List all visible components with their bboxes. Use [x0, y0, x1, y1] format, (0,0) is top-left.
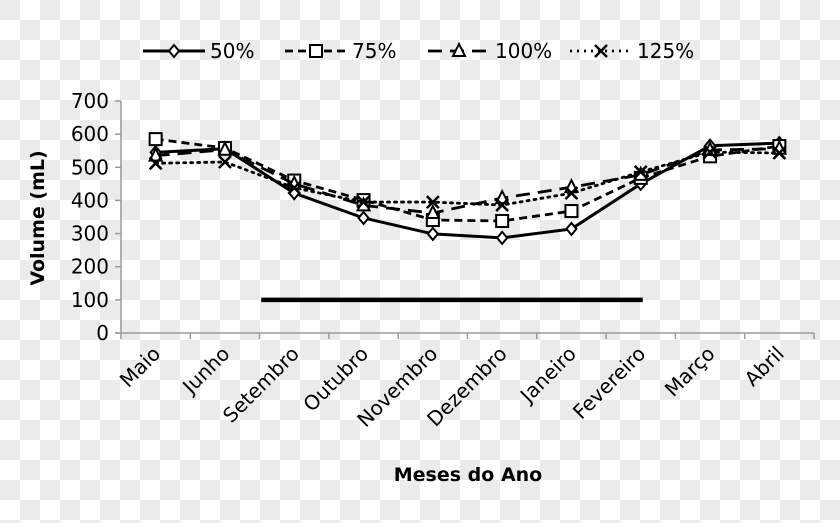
- x-tick-label: Abril: [740, 342, 789, 391]
- diamond-marker-icon: [426, 226, 440, 242]
- y-tick-label: 300: [71, 222, 109, 246]
- y-tick-label: 600: [71, 122, 109, 146]
- y-tick-label: 700: [71, 89, 109, 113]
- y-tick-label: 400: [71, 188, 109, 212]
- series-line: [155, 141, 780, 240]
- legend-item: 125%: [570, 39, 694, 63]
- x-marker-icon: [633, 165, 648, 179]
- series-75pct: [148, 132, 787, 228]
- y-tick-label: 0: [96, 321, 109, 345]
- x-marker-icon: [148, 156, 163, 171]
- series-50pct: [149, 135, 786, 246]
- diamond-marker-icon: [495, 230, 509, 246]
- x-tick-label: Junho: [176, 342, 234, 400]
- legend-item: 75%: [285, 39, 396, 63]
- legend-label: 100%: [495, 39, 552, 63]
- square-marker-icon: [148, 132, 163, 147]
- legend-square-icon: [309, 44, 323, 58]
- triangle-marker-icon: [425, 203, 441, 220]
- x-axis-title: Meses do Ano: [394, 464, 542, 486]
- x-marker-icon: [425, 195, 440, 209]
- y-axis: 0 100 200 300 400 500 600 700: [71, 89, 122, 345]
- x-tick-label: Setembro: [218, 342, 304, 428]
- legend-triangle-icon: [451, 41, 467, 57]
- legend: 50% 75% 100% 125%: [143, 39, 694, 63]
- x-marker-icon: [772, 146, 787, 160]
- x-marker-icon: [564, 186, 579, 201]
- y-tick-label: 100: [71, 288, 109, 312]
- triangle-marker-icon: [494, 188, 510, 205]
- legend-item: 50%: [143, 39, 254, 63]
- x-marker-icon: [356, 195, 371, 209]
- x-tick-label: Fevereiro: [568, 342, 650, 424]
- legend-item: 100%: [428, 39, 552, 63]
- diamond-marker-icon: [357, 210, 370, 226]
- series-group: [148, 132, 787, 246]
- series-125pct: [148, 145, 787, 212]
- y-tick-label: 200: [71, 255, 109, 279]
- x-marker-icon: [287, 180, 302, 195]
- legend-label: 50%: [210, 39, 254, 63]
- y-axis-title: Volume (mL): [27, 150, 49, 285]
- legend-x-icon: [594, 44, 608, 58]
- series-100pct: [148, 139, 787, 220]
- triangle-marker-icon: [148, 146, 164, 162]
- series-line: [155, 137, 780, 223]
- x-marker-icon: [495, 198, 510, 212]
- x-marker-icon: [218, 155, 232, 169]
- series-line: [154, 150, 781, 207]
- square-marker-icon: [495, 213, 510, 228]
- y-tick-label: 500: [71, 155, 109, 179]
- diamond-marker-icon: [565, 221, 578, 237]
- triangle-marker-icon: [217, 140, 233, 156]
- legend-diamond-icon: [167, 43, 181, 59]
- x-tick-label: Maio: [115, 342, 165, 392]
- x-marker-icon: [703, 145, 717, 159]
- x-axis: Maio JunhoSetembroOutubroNovembroDezembro…: [115, 332, 815, 432]
- legend-label: 75%: [352, 39, 396, 63]
- square-marker-icon: [564, 204, 579, 219]
- x-tick-label: Março: [660, 342, 720, 402]
- legend-label: 125%: [637, 39, 694, 63]
- x-tick-label: Janeiro: [514, 342, 581, 409]
